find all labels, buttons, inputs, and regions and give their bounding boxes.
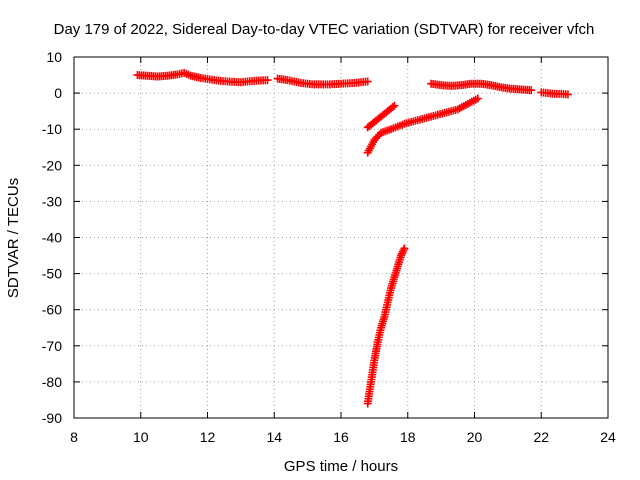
x-tick-label: 10 <box>133 429 149 445</box>
y-tick-label: -70 <box>42 338 62 354</box>
data-point <box>398 247 407 256</box>
y-tick-label: -50 <box>42 266 62 282</box>
data-point <box>527 86 536 95</box>
y-tick-label: -90 <box>42 410 62 426</box>
x-tick-label: 14 <box>266 429 282 445</box>
x-axis-label: GPS time / hours <box>284 458 398 475</box>
y-tick-label: -80 <box>42 374 62 390</box>
x-tick-label: 16 <box>333 429 349 445</box>
y-tick-label: -60 <box>42 302 62 318</box>
x-tick-label: 24 <box>600 429 616 445</box>
y-tick-label: -20 <box>42 157 62 173</box>
data-point <box>563 90 572 99</box>
data-point <box>390 101 399 110</box>
data-point <box>263 76 272 85</box>
y-tick-label: -40 <box>42 230 62 246</box>
y-axis-label: SDTVAR / TECUs <box>5 178 22 298</box>
x-tick-label: 20 <box>467 429 483 445</box>
x-tick-label: 18 <box>400 429 416 445</box>
data-points <box>133 68 572 408</box>
data-point <box>397 249 406 258</box>
grid <box>74 57 608 418</box>
y-tick-label: -30 <box>42 193 62 209</box>
data-point <box>397 251 406 260</box>
x-tick-label: 22 <box>533 429 549 445</box>
x-tick-label: 8 <box>70 429 78 445</box>
data-point <box>473 94 482 103</box>
y-tick-label: 10 <box>46 49 62 65</box>
data-point <box>400 244 409 253</box>
data-point <box>399 246 408 255</box>
y-tick-label: -10 <box>42 121 62 137</box>
chart-title: Day 179 of 2022, Sidereal Day-to-day VTE… <box>54 21 595 38</box>
y-tick-label: 0 <box>54 85 62 101</box>
data-point <box>363 77 372 86</box>
x-tick-label: 12 <box>200 429 216 445</box>
data-point <box>388 103 397 112</box>
axis-ticks: 8 10 12 14 16 18 20 22 24 10 0 -10 -20 -30 -40 -50 -60 -7… <box>42 49 616 445</box>
